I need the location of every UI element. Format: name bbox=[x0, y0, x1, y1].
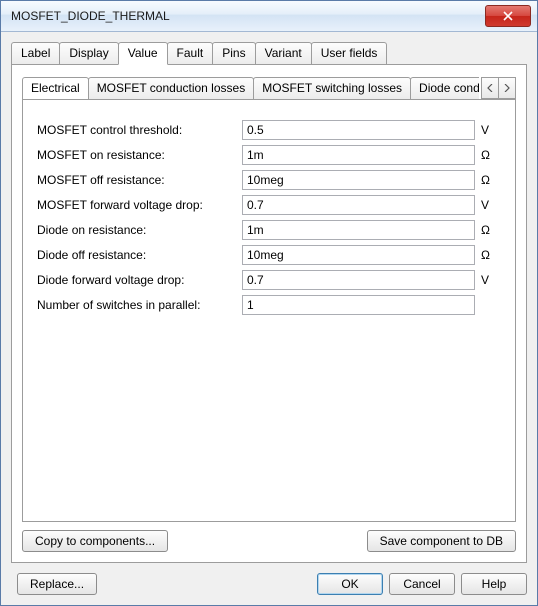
tab-fault[interactable]: Fault bbox=[167, 42, 214, 64]
field-label: MOSFET forward voltage drop: bbox=[37, 198, 242, 212]
dialog-window: MOSFET_DIODE_THERMAL Label Display Value… bbox=[0, 0, 538, 606]
ok-button[interactable]: OK bbox=[317, 573, 383, 595]
chevron-left-icon bbox=[487, 84, 493, 92]
field-row: MOSFET off resistance: Ω bbox=[37, 170, 501, 190]
mosfet-control-threshold-input[interactable] bbox=[242, 120, 475, 140]
titlebar: MOSFET_DIODE_THERMAL bbox=[1, 1, 537, 32]
field-label: MOSFET on resistance: bbox=[37, 148, 242, 162]
field-row: Number of switches in parallel: bbox=[37, 295, 501, 315]
field-unit: V bbox=[475, 198, 501, 212]
tab-variant[interactable]: Variant bbox=[255, 42, 312, 64]
field-unit: Ω bbox=[475, 248, 501, 262]
tab-scroll-left[interactable] bbox=[481, 77, 499, 99]
field-unit: Ω bbox=[475, 173, 501, 187]
tab-value[interactable]: Value bbox=[118, 42, 168, 65]
field-unit: Ω bbox=[475, 223, 501, 237]
outer-tabs: Label Display Value Fault Pins Variant U… bbox=[11, 42, 527, 64]
field-label: MOSFET control threshold: bbox=[37, 123, 242, 137]
field-unit: V bbox=[475, 123, 501, 137]
num-switches-input[interactable] bbox=[242, 295, 475, 315]
diode-off-resistance-input[interactable] bbox=[242, 245, 475, 265]
inner-tab-diode-conduction[interactable]: Diode conduction losses bbox=[410, 77, 479, 99]
inner-panel: MOSFET control threshold: V MOSFET on re… bbox=[22, 99, 516, 522]
diode-on-resistance-input[interactable] bbox=[242, 220, 475, 240]
inner-tabs-row: Electrical MOSFET conduction losses MOSF… bbox=[22, 77, 516, 99]
inner-tab-mosfet-conduction[interactable]: MOSFET conduction losses bbox=[88, 77, 255, 99]
diode-forward-voltage-input[interactable] bbox=[242, 270, 475, 290]
field-unit: V bbox=[475, 273, 501, 287]
tab-display[interactable]: Display bbox=[59, 42, 118, 64]
tab-scroll-right[interactable] bbox=[499, 77, 516, 99]
field-row: MOSFET on resistance: Ω bbox=[37, 145, 501, 165]
close-button[interactable] bbox=[485, 5, 531, 27]
field-label: Diode forward voltage drop: bbox=[37, 273, 242, 287]
field-row: MOSFET forward voltage drop: V bbox=[37, 195, 501, 215]
field-row: MOSFET control threshold: V bbox=[37, 120, 501, 140]
bottom-bar: Replace... OK Cancel Help bbox=[11, 573, 527, 595]
window-title: MOSFET_DIODE_THERMAL bbox=[11, 9, 485, 23]
field-row: Diode off resistance: Ω bbox=[37, 245, 501, 265]
outer-tab-panel: Electrical MOSFET conduction losses MOSF… bbox=[11, 64, 527, 563]
save-component-button[interactable]: Save component to DB bbox=[367, 530, 516, 552]
field-label: MOSFET off resistance: bbox=[37, 173, 242, 187]
mosfet-on-resistance-input[interactable] bbox=[242, 145, 475, 165]
tab-pins[interactable]: Pins bbox=[212, 42, 255, 64]
field-label: Number of switches in parallel: bbox=[37, 298, 242, 312]
tab-scroll bbox=[481, 77, 516, 99]
help-button[interactable]: Help bbox=[461, 573, 527, 595]
close-icon bbox=[503, 11, 513, 21]
field-row: Diode forward voltage drop: V bbox=[37, 270, 501, 290]
field-label: Diode on resistance: bbox=[37, 223, 242, 237]
field-row: Diode on resistance: Ω bbox=[37, 220, 501, 240]
field-label: Diode off resistance: bbox=[37, 248, 242, 262]
copy-to-components-button[interactable]: Copy to components... bbox=[22, 530, 168, 552]
chevron-right-icon bbox=[504, 84, 510, 92]
inner-tabs: Electrical MOSFET conduction losses MOSF… bbox=[22, 77, 479, 99]
panel-buttons: Copy to components... Save component to … bbox=[22, 530, 516, 552]
tab-user-fields[interactable]: User fields bbox=[311, 42, 388, 64]
mosfet-off-resistance-input[interactable] bbox=[242, 170, 475, 190]
inner-tab-electrical[interactable]: Electrical bbox=[22, 77, 89, 99]
client-area: Label Display Value Fault Pins Variant U… bbox=[1, 32, 537, 605]
mosfet-forward-voltage-input[interactable] bbox=[242, 195, 475, 215]
cancel-button[interactable]: Cancel bbox=[389, 573, 455, 595]
tab-label[interactable]: Label bbox=[11, 42, 60, 64]
inner-tab-mosfet-switching[interactable]: MOSFET switching losses bbox=[253, 77, 411, 99]
replace-button[interactable]: Replace... bbox=[17, 573, 97, 595]
field-unit: Ω bbox=[475, 148, 501, 162]
